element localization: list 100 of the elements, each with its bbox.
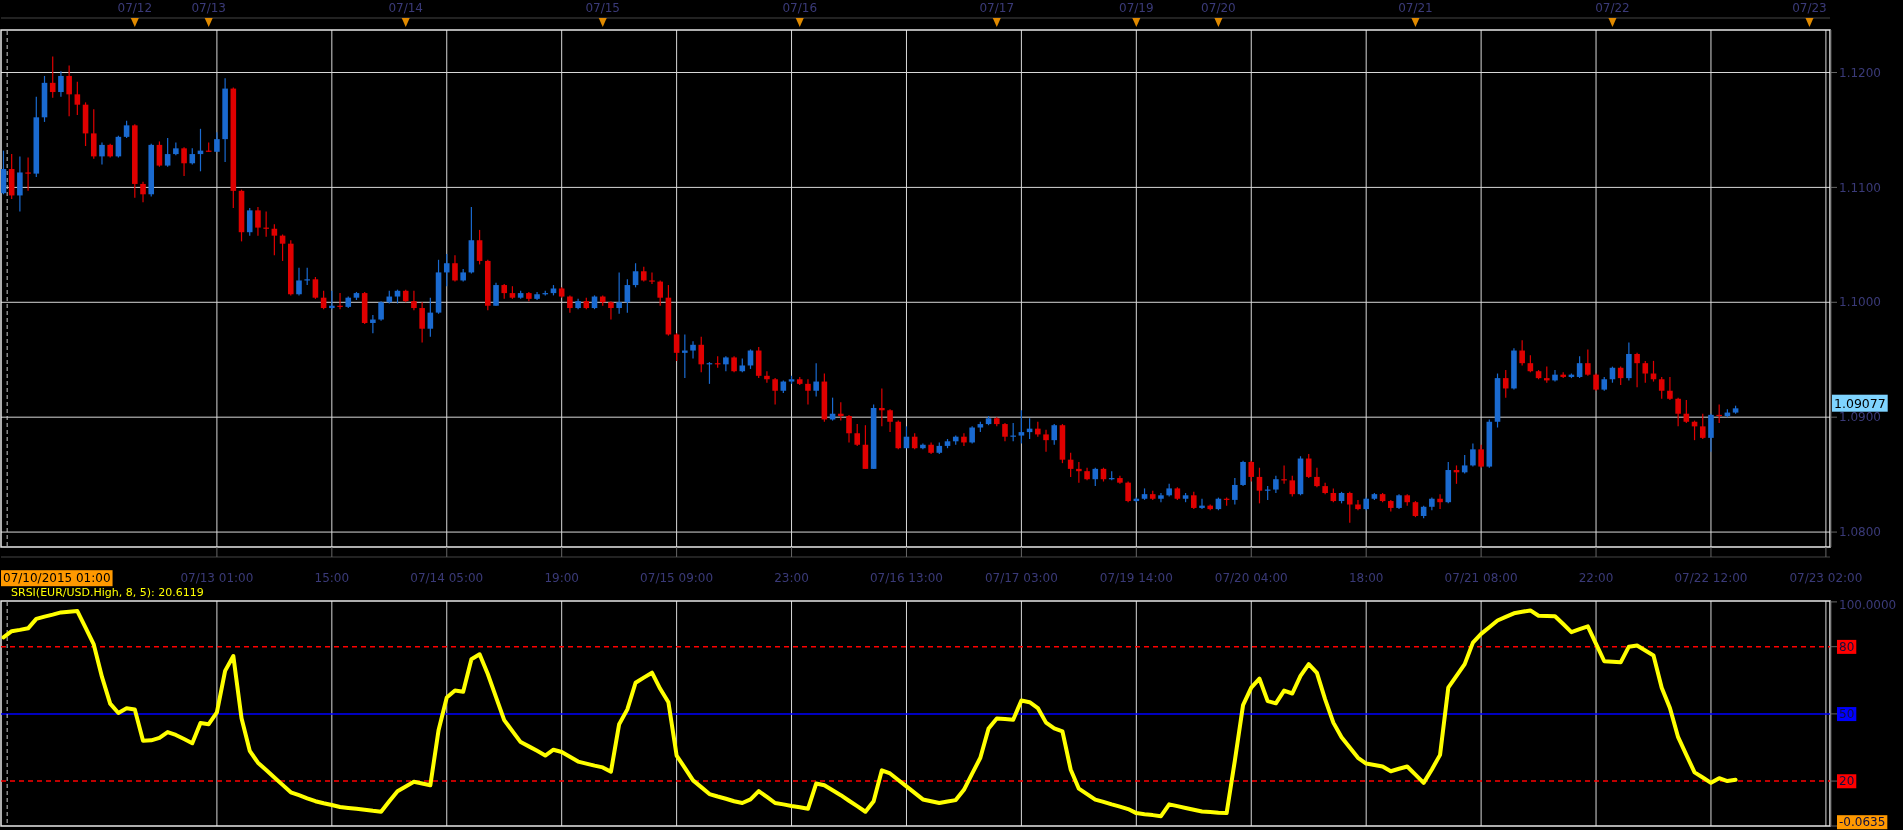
category-label: 07/13 [191,1,226,16]
candlestick [887,408,893,433]
candlestick [608,300,614,321]
x-tick-label: 07/17 03:00 [984,571,1058,586]
candlestick [632,262,639,288]
candlestick [181,146,187,177]
y-tick-label: 80 [1839,639,1855,654]
category-label: 07/20 [1201,1,1236,16]
candlestick [813,362,819,398]
x-tick-label: 07/19 14:00 [1099,571,1173,586]
candlestick [74,81,81,116]
candlestick [1461,454,1468,475]
x-tick-label: 22:00 [1578,571,1614,586]
candlestick [1667,376,1673,401]
candlestick [961,432,967,447]
y-tick-label: -0.0635 [1839,815,1886,830]
candlestick [1092,467,1099,487]
x-tick-label: 07/23 02:00 [1789,571,1863,586]
candlestick [1576,355,1583,379]
y-tick-label: 20 [1839,774,1855,789]
candlestick [879,387,885,427]
y-tick-label: 1.0900 [1839,410,1881,425]
candlestick [1305,453,1312,479]
candlestick [616,271,622,315]
candlestick [1002,422,1008,442]
candlestick [1585,348,1591,377]
candlestick [1314,467,1320,488]
candlestick [140,181,146,203]
candlestick [58,70,64,98]
y-tick-label: 1.0800 [1839,525,1881,540]
category-label: 07/21 [1398,1,1433,16]
candlestick [1708,413,1714,453]
candlestick [854,423,861,447]
candlestick [329,290,335,310]
candlestick [698,336,705,373]
text: 1.09077 [1834,395,1886,411]
candlestick [1642,360,1649,384]
category-label: 07/19 [1119,1,1154,16]
candlestick [1675,397,1681,427]
x-tick-label: 07/21 08:00 [1444,571,1518,586]
category-label: 07/15 [585,1,621,16]
candlestick [846,414,852,444]
candlestick [673,332,680,362]
candlestick [1248,460,1255,483]
candlestick [1256,467,1263,504]
y-tick-label: 1.1000 [1839,295,1881,310]
category-label: 07/12 [117,1,153,16]
candlestick [99,141,105,166]
candlestick [156,140,163,168]
category-label: 07/23 [1792,1,1827,16]
candlestick [657,279,663,307]
candlestick [443,253,450,287]
line-series [1,608,1738,819]
candlestick [1346,491,1353,524]
candlestick [1232,477,1238,506]
candlestick [255,206,261,237]
candlestick [838,401,844,422]
y-tick-label: 100.0000 [1839,598,1897,613]
candlestick [1289,475,1296,498]
candlestick [164,137,171,168]
candlestick [1437,493,1443,510]
x-tick-label: 07/22 12:00 [1674,571,1748,586]
candlestick [1478,444,1484,469]
x-tick-label: 19:00 [544,571,579,586]
candlestick [1018,409,1025,445]
candlestick [271,223,278,256]
x-tick-label: 07/13 01:00 [180,571,254,586]
candlestick [312,276,319,300]
candlestick [1051,423,1058,446]
candlestick [25,156,31,192]
candlestick [1552,369,1558,383]
candlestick [649,271,655,285]
y-tick-label: 50 [1839,707,1855,722]
x-tick-label: 07/14 05:00 [410,571,484,586]
candlestick [419,301,425,344]
candlestick [1470,443,1476,468]
candlestick [411,290,417,311]
candlestick [1076,461,1082,484]
candlestick [66,65,72,117]
candlestick [476,229,483,265]
candlestick [1125,480,1131,503]
candlestick [1158,492,1164,503]
candlestick [1240,460,1246,487]
candlestick [493,282,499,307]
x-tick-label: 15:00 [314,571,350,586]
candlestick [90,108,97,160]
candlestick [49,55,56,99]
candlestick [214,131,220,153]
candlestick [370,314,376,334]
text: SRSI(EUR/USD.High, 8, 5): 20.6119 [11,585,204,599]
candlestick [805,378,811,406]
candlestick [682,333,688,379]
x-tick-label: 07/16 13:00 [869,571,943,586]
category-label: 07/14 [388,1,424,16]
candlestick [1634,352,1640,388]
candlestick [296,267,302,296]
category-label: 07/17 [979,1,1015,16]
y-tick-label: 1.1200 [1839,65,1881,80]
candlestick [378,300,384,322]
x-tick-label: 18:00 [1348,571,1384,586]
